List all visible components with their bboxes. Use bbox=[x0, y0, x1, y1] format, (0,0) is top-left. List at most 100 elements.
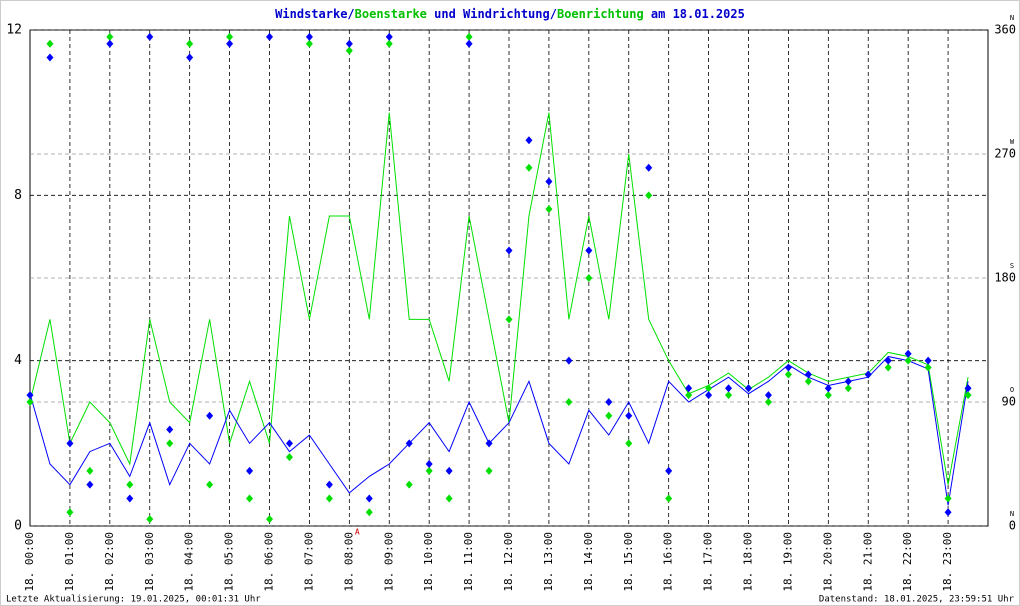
x-tick-label: 18. 14:00 bbox=[582, 532, 595, 592]
title-part: und bbox=[427, 7, 463, 21]
direction-marker bbox=[465, 32, 473, 41]
direction-marker bbox=[545, 205, 553, 214]
direction-marker bbox=[725, 384, 733, 393]
direction-marker bbox=[804, 377, 812, 386]
direction-marker bbox=[784, 363, 792, 372]
direction-marker bbox=[665, 466, 673, 475]
x-tick-label: 18. 13:00 bbox=[542, 532, 555, 592]
direction-marker bbox=[325, 494, 333, 503]
x-tick-label: 18. 12:00 bbox=[502, 532, 515, 592]
direction-marker bbox=[884, 363, 892, 372]
y2-tick-label: 270 bbox=[994, 147, 1016, 161]
direction-marker bbox=[226, 32, 234, 41]
direction-marker bbox=[66, 508, 74, 517]
direction-marker bbox=[665, 494, 673, 503]
x-tick-label: 18. 09:00 bbox=[382, 532, 395, 592]
direction-marker bbox=[405, 439, 413, 448]
x-tick-label: 18. 05:00 bbox=[223, 532, 236, 592]
direction-marker bbox=[485, 466, 493, 475]
footer-right: Datenstand: 18.01.2025, 23:59:51 Uhr bbox=[819, 595, 1015, 605]
direction-marker bbox=[186, 53, 194, 62]
x-tick-label: 18. 21:00 bbox=[861, 532, 874, 592]
direction-marker bbox=[405, 480, 413, 489]
y-tick-label: 8 bbox=[14, 188, 22, 203]
y2-direction-label: W bbox=[1010, 138, 1015, 146]
direction-marker bbox=[26, 391, 34, 400]
direction-marker bbox=[565, 398, 573, 406]
direction-marker bbox=[206, 411, 214, 420]
title-part: / bbox=[550, 7, 557, 21]
x-tick-label: 18. 15:00 bbox=[622, 532, 635, 592]
footer-left: Letzte Aktualisierung: 19.01.2025, 00:01… bbox=[6, 595, 261, 605]
x-tick-label: 18. 04:00 bbox=[183, 532, 196, 592]
direction-marker bbox=[944, 508, 952, 517]
direction-marker bbox=[505, 315, 513, 324]
direction-marker bbox=[246, 494, 254, 503]
direction-marker bbox=[146, 515, 154, 524]
direction-marker bbox=[924, 363, 932, 372]
direction-marker bbox=[86, 466, 94, 475]
x-tick-label: 18. 19:00 bbox=[781, 532, 794, 592]
x-tick-label: 18. 22:00 bbox=[901, 532, 914, 592]
direction-marker bbox=[605, 398, 613, 406]
direction-marker bbox=[166, 439, 174, 448]
x-tick-label: 18. 00:00 bbox=[23, 532, 36, 592]
direction-marker bbox=[305, 32, 313, 41]
direction-marker bbox=[964, 391, 972, 400]
direction-marker bbox=[505, 246, 513, 255]
direction-marker bbox=[904, 356, 912, 365]
x-tick-label: 18. 20:00 bbox=[821, 532, 834, 592]
y2-tick-label: 180 bbox=[994, 271, 1016, 285]
title-part: Boenrichtung bbox=[557, 7, 644, 21]
x-tick-label: 18. 03:00 bbox=[143, 532, 156, 592]
direction-marker bbox=[904, 349, 912, 358]
y2-tick-label: 90 bbox=[1002, 395, 1016, 409]
direction-marker bbox=[605, 411, 613, 420]
y-tick-label: 4 bbox=[14, 353, 22, 368]
y2-direction-label: N bbox=[1010, 14, 1014, 22]
direction-marker bbox=[166, 425, 174, 434]
direction-marker bbox=[725, 391, 733, 400]
direction-marker bbox=[106, 39, 114, 48]
direction-marker bbox=[824, 391, 832, 400]
x-tick-label: 18. 06:00 bbox=[263, 532, 276, 592]
direction-marker bbox=[545, 177, 553, 186]
title-part: Windstarke bbox=[275, 7, 347, 21]
direction-marker bbox=[246, 466, 254, 475]
direction-marker bbox=[585, 274, 593, 282]
direction-marker bbox=[126, 494, 134, 503]
direction-marker bbox=[226, 39, 234, 48]
direction-marker bbox=[285, 453, 293, 462]
direction-marker bbox=[266, 515, 273, 524]
direction-marker bbox=[525, 136, 533, 145]
direction-marker bbox=[685, 384, 693, 393]
y2-direction-label: N bbox=[1010, 510, 1014, 518]
direction-marker bbox=[305, 39, 313, 48]
x-tick-label: 18. 07:00 bbox=[302, 532, 315, 592]
x-tick-label: 18. 11:00 bbox=[462, 532, 475, 592]
direction-marker bbox=[365, 494, 373, 503]
y2-direction-label: S bbox=[1010, 262, 1014, 270]
title-part: am 18.01.2025 bbox=[644, 7, 745, 21]
direction-marker bbox=[266, 32, 273, 41]
direction-marker bbox=[445, 466, 453, 475]
direction-marker bbox=[66, 439, 74, 448]
direction-marker bbox=[824, 384, 832, 393]
direction-marker bbox=[844, 377, 852, 386]
y2-tick-label: 0 bbox=[1009, 519, 1016, 533]
direction-marker bbox=[385, 32, 393, 41]
direction-marker bbox=[385, 39, 393, 48]
direction-marker bbox=[106, 32, 114, 41]
direction-marker bbox=[146, 32, 154, 41]
direction-marker bbox=[705, 391, 713, 400]
direction-marker bbox=[964, 384, 972, 393]
direction-marker bbox=[745, 384, 752, 393]
direction-marker bbox=[425, 466, 433, 475]
direction-marker bbox=[126, 480, 134, 489]
direction-marker bbox=[645, 191, 653, 200]
direction-marker bbox=[206, 480, 214, 489]
direction-marker bbox=[764, 391, 772, 400]
direction-marker bbox=[445, 494, 453, 503]
direction-marker bbox=[784, 370, 792, 379]
direction-marker bbox=[764, 398, 772, 406]
